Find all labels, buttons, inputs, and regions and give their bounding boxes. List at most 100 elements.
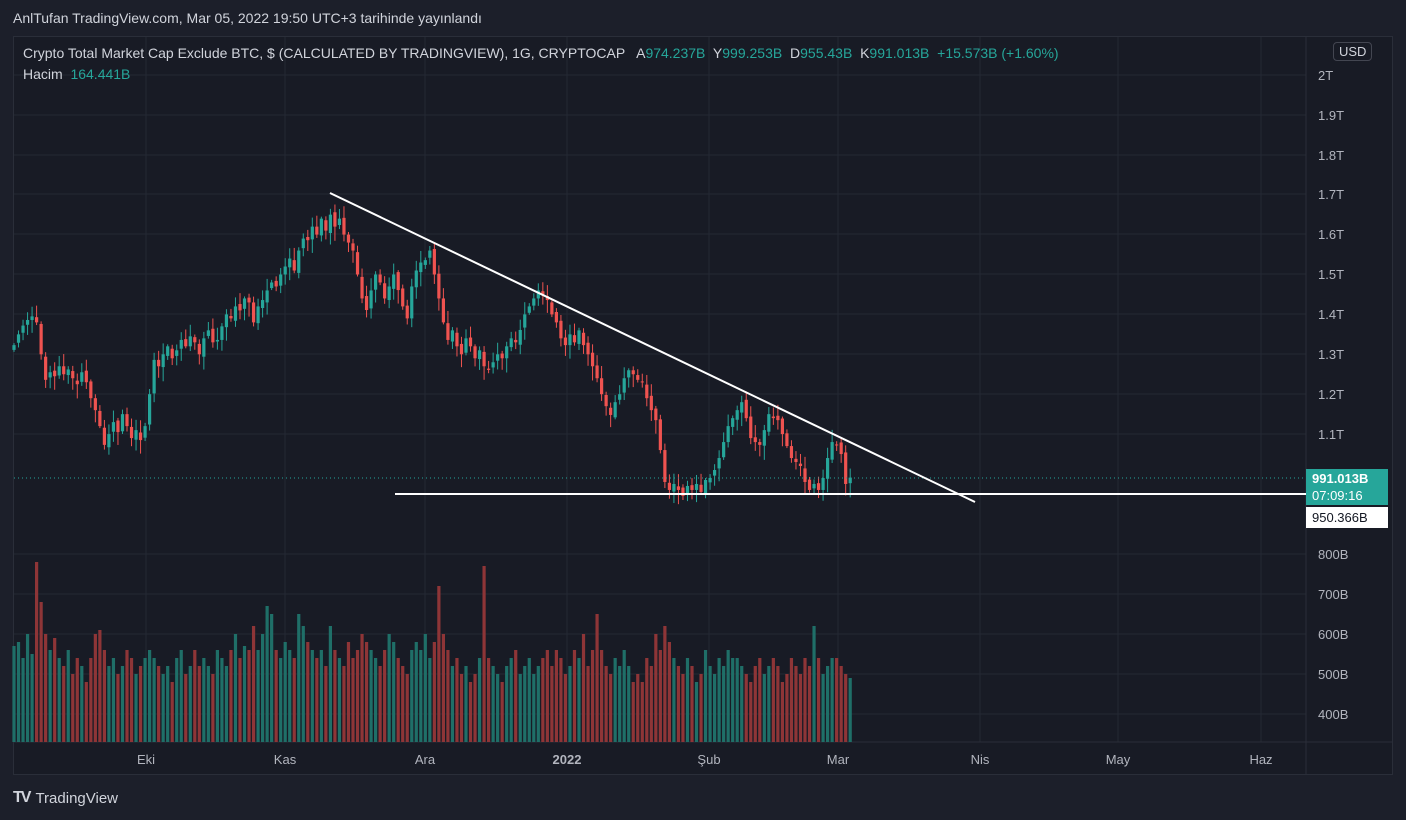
candle-body xyxy=(134,430,138,440)
candle-body xyxy=(197,343,201,355)
volume-bar xyxy=(251,626,256,742)
candle-body xyxy=(143,426,147,438)
candle-body xyxy=(640,381,644,383)
volume-bar xyxy=(328,626,332,742)
ohlc-legend: Crypto Total Market Cap Exclude BTC, $ (… xyxy=(23,45,1059,61)
candle-body xyxy=(333,212,337,227)
candle-body xyxy=(550,302,554,315)
candle-body xyxy=(600,378,604,395)
volume-bar xyxy=(627,666,631,742)
volume-bar xyxy=(75,658,79,742)
volume-bar xyxy=(703,650,708,742)
volume-bar xyxy=(238,658,242,742)
candle-body xyxy=(71,371,75,379)
candle-body xyxy=(21,325,25,333)
volume-bar xyxy=(432,642,436,742)
candle-body xyxy=(816,483,821,490)
volume-bar xyxy=(835,658,839,742)
candle-body xyxy=(211,328,215,343)
volume-bar xyxy=(789,658,794,742)
bar-countdown: 07:09:16 xyxy=(1312,488,1363,503)
volume-bar xyxy=(261,634,265,742)
published-caption: AnlTufan TradingView.com, Mar 05, 2022 1… xyxy=(13,10,482,26)
candle-body xyxy=(392,274,396,289)
currency-button[interactable]: USD xyxy=(1333,42,1373,61)
high-value: 999.253B xyxy=(722,45,783,61)
candle-body xyxy=(274,280,278,287)
volume-bar xyxy=(274,650,278,742)
candle-body xyxy=(699,484,703,492)
candle-body xyxy=(66,369,70,376)
tradingview-logo[interactable]: TV TradingView xyxy=(13,789,118,807)
volume-bar xyxy=(143,658,147,742)
candle-body xyxy=(62,366,66,375)
volume-bar xyxy=(125,650,129,742)
candle-body xyxy=(297,250,301,273)
candle-body xyxy=(351,243,355,251)
candle-body xyxy=(315,226,319,235)
candle-body xyxy=(265,290,269,303)
volume-bar xyxy=(116,674,120,742)
candle-body xyxy=(224,314,229,328)
candle-body xyxy=(713,470,717,476)
volume-bar xyxy=(25,634,30,742)
volume-bar xyxy=(581,634,586,742)
x-tick-label: Mar xyxy=(827,752,850,767)
volume-bar xyxy=(193,650,197,742)
high-label: Y xyxy=(712,45,723,61)
candle-body xyxy=(532,298,536,306)
volume-bar xyxy=(355,650,360,742)
volume-bar xyxy=(346,642,351,742)
candle-body xyxy=(785,433,789,447)
candle-body xyxy=(835,444,839,446)
candle-body xyxy=(708,477,712,483)
volume-bar xyxy=(66,650,70,742)
candle-body xyxy=(374,274,378,290)
candle-body xyxy=(378,274,382,283)
volume-bar xyxy=(459,674,464,742)
volume-bar xyxy=(30,654,34,742)
candle-body xyxy=(672,483,676,492)
candle-body xyxy=(428,250,432,258)
candle-body xyxy=(581,332,586,346)
volume-bar xyxy=(256,650,260,742)
line-price-tag: 950.366B xyxy=(1306,507,1388,528)
volume-bar xyxy=(785,674,789,742)
volume-bar xyxy=(414,642,418,742)
volume-bar xyxy=(500,682,504,742)
candle-body xyxy=(807,479,812,490)
volume-bar xyxy=(419,650,423,742)
volume-bar xyxy=(378,666,382,742)
volume-bar xyxy=(48,650,52,742)
volume-label: Hacim xyxy=(23,66,63,82)
volume-bar xyxy=(410,650,414,742)
volume-bar xyxy=(157,666,161,742)
volume-bar xyxy=(771,658,775,742)
volume-bar xyxy=(518,674,522,742)
last-price-tag: 991.013B 07:09:16 xyxy=(1306,469,1388,505)
candle-body xyxy=(369,290,373,309)
volume-bar xyxy=(816,658,821,742)
candle-body xyxy=(75,380,79,385)
candle-body xyxy=(283,266,287,275)
candle-body xyxy=(35,317,39,323)
open-value: 974.237B xyxy=(645,45,706,61)
y-tick-label: 1.1T xyxy=(1318,427,1344,442)
x-tick-label: Şub xyxy=(697,752,720,767)
volume-bar xyxy=(387,634,391,742)
y-tick-label: 400B xyxy=(1318,707,1348,722)
volume-bar xyxy=(690,666,694,742)
candle-body xyxy=(328,214,332,234)
candle-body xyxy=(618,394,622,400)
volume-bar xyxy=(202,658,206,742)
volume-bar xyxy=(134,674,138,742)
candle-body xyxy=(179,339,183,349)
volume-bar xyxy=(428,658,432,742)
volume-bar xyxy=(613,658,617,742)
candle-body xyxy=(306,236,310,241)
candle-body xyxy=(848,477,852,484)
candle-body xyxy=(414,270,418,288)
candle-body xyxy=(744,399,748,419)
volume-bar xyxy=(12,646,16,742)
